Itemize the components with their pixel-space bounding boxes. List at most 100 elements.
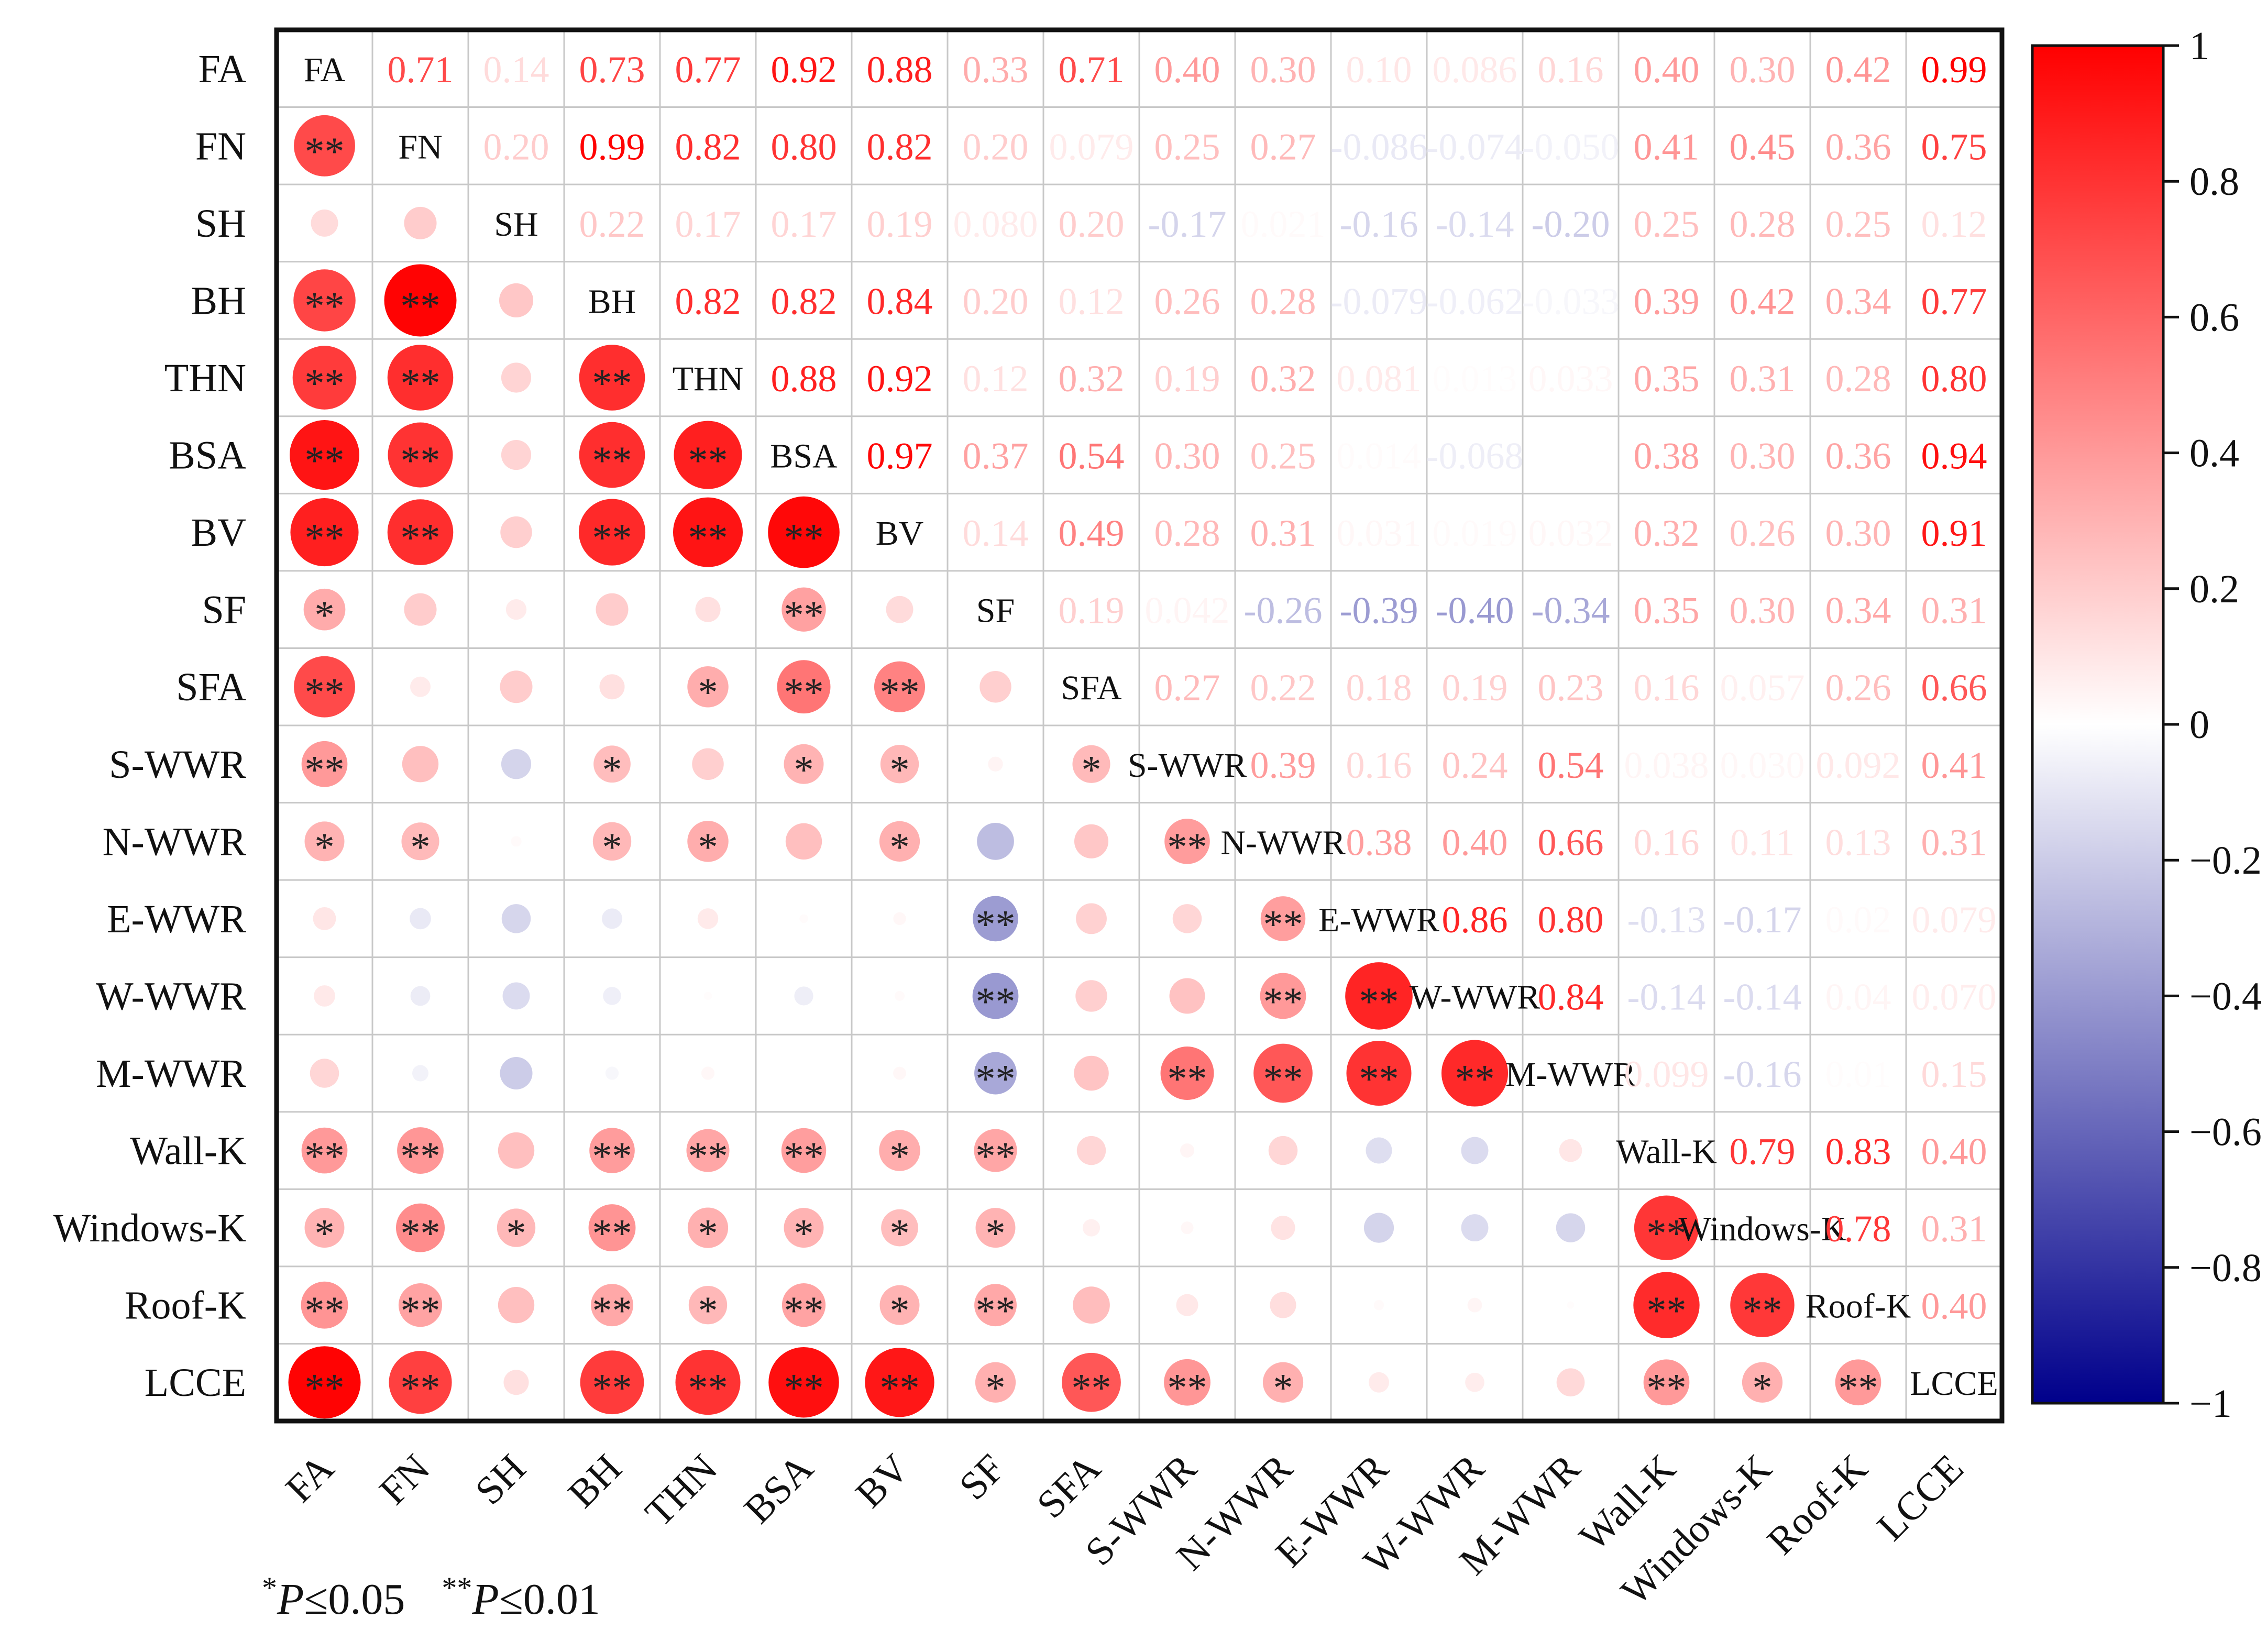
correlation-value: 0.042 (1145, 590, 1230, 632)
correlation-circle (1062, 1352, 1121, 1412)
correlation-circle (499, 283, 534, 317)
correlation-value: 0.71 (388, 49, 454, 91)
significance-legend: *P≤0.05 **P≤0.01 (262, 1570, 600, 1625)
correlation-circle (1633, 1272, 1700, 1338)
significance-mark: ** (592, 1366, 632, 1410)
significance-mark: ** (1359, 979, 1399, 1023)
correlation-circle (782, 587, 826, 632)
correlation-value: 0.031 (1337, 512, 1422, 554)
significance-mark: * (986, 1366, 1006, 1410)
correlation-value: -0.20 (1532, 203, 1610, 245)
correlation-value: -0.17 (1148, 203, 1227, 245)
correlation-value: 0.82 (675, 126, 741, 168)
correlation-circle (1369, 1372, 1389, 1393)
correlation-value: 0.35 (1634, 358, 1700, 400)
significance-mark: ** (784, 516, 824, 560)
significance-mark: ** (592, 1289, 632, 1333)
correlation-circle (387, 499, 454, 565)
correlation-circle (1271, 1216, 1295, 1240)
correlation-value: 0.021 (1241, 203, 1326, 245)
correlation-circle (1169, 978, 1205, 1014)
correlation-value: 0.070 (1912, 976, 1997, 1018)
correlation-value: 0.20 (483, 126, 549, 168)
correlation-circle (799, 914, 808, 923)
correlation-circle (784, 1208, 824, 1248)
correlation-value: -0.39 (1340, 590, 1418, 632)
significance-mark: ** (784, 1289, 824, 1333)
correlation-value: 0.28 (1154, 512, 1220, 554)
correlation-value: 0.34 (1825, 280, 1891, 322)
correlation-circle (1634, 1195, 1699, 1260)
diagonal-label: SFA (1061, 669, 1122, 707)
correlation-value: 0.80 (771, 126, 837, 168)
correlation-value: 0.15 (1921, 1053, 1987, 1095)
correlation-value: 0.73 (579, 49, 645, 91)
correlation-circle (293, 269, 356, 332)
correlation-value: 0.31 (1250, 512, 1316, 554)
correlation-value: -0.40 (1436, 590, 1514, 632)
correlation-circle (605, 1066, 619, 1080)
correlation-value: -0.050 (1522, 126, 1620, 168)
correlation-circle (974, 1052, 1017, 1095)
correlation-circle (785, 823, 822, 860)
correlation-value: 0.16 (1634, 821, 1700, 863)
correlation-circle (603, 987, 621, 1005)
correlation-circle (311, 209, 338, 237)
significance-mark: * (602, 748, 622, 792)
correlation-value: 0.99 (1921, 49, 1987, 91)
correlation-value: 0.31 (1921, 1208, 1987, 1250)
significance-mark: * (698, 670, 718, 714)
correlation-circle (865, 1348, 934, 1417)
correlation-circle (497, 1208, 536, 1247)
correlation-value: 0.038 (1624, 744, 1709, 786)
significance-mark: ** (401, 516, 441, 560)
correlation-circle (768, 496, 840, 568)
diagonal-label: BV (876, 514, 924, 553)
correlation-value: -0.13 (1627, 899, 1706, 941)
correlation-circle (294, 115, 355, 177)
significance-mark: ** (976, 1135, 1016, 1179)
significance-mark: ** (592, 439, 632, 483)
correlation-value: -0.14 (1627, 976, 1706, 1018)
correlation-circle (410, 986, 431, 1006)
correlation-value: 0.38 (1346, 821, 1412, 863)
significance-mark: ** (305, 748, 345, 792)
correlation-value: 0.88 (771, 358, 837, 400)
correlation-circle (301, 1127, 348, 1174)
significance-mark: ** (1359, 1057, 1399, 1101)
correlation-value: -0.14 (1723, 976, 1802, 1018)
significance-mark: ** (784, 1366, 824, 1410)
correlation-circle (879, 821, 920, 862)
correlation-circle (1164, 1359, 1210, 1406)
correlation-circle (1160, 1047, 1214, 1100)
correlation-circle (894, 990, 905, 1001)
correlation-value: 0.42 (1825, 49, 1891, 91)
significance-mark: ** (1168, 1366, 1207, 1410)
correlation-circle (401, 822, 439, 861)
correlation-circle (1073, 1286, 1110, 1324)
correlation-circle (673, 497, 743, 567)
correlation-circle (1253, 1043, 1313, 1103)
correlation-circle (579, 422, 645, 488)
correlation-circle (412, 1065, 429, 1082)
correlation-value: 0.20 (963, 126, 1029, 168)
correlation-value: 0.80 (1538, 899, 1604, 941)
correlation-value: 0.019 (1433, 512, 1517, 554)
correlation-value: 0.24 (1442, 744, 1508, 786)
correlation-circle (688, 1285, 728, 1325)
correlation-circle (313, 907, 336, 930)
correlation-value: 0.10 (1346, 49, 1412, 91)
correlation-circle (687, 666, 729, 708)
significance-mark: ** (1263, 979, 1303, 1023)
correlation-value: 0.31 (1921, 821, 1987, 863)
significance-mark: ** (784, 1135, 824, 1179)
correlation-value: 0.82 (867, 126, 933, 168)
correlation-circle (314, 985, 335, 1007)
correlation-circle (701, 1066, 715, 1080)
correlation-value: 0.94 (1921, 435, 1987, 477)
significance-mark: ** (305, 129, 345, 173)
correlation-value: -0.086 (1330, 126, 1428, 168)
significance-mark: ** (976, 1057, 1016, 1101)
correlation-value: -0.16 (1723, 1053, 1802, 1095)
correlation-circle (1074, 1055, 1109, 1091)
